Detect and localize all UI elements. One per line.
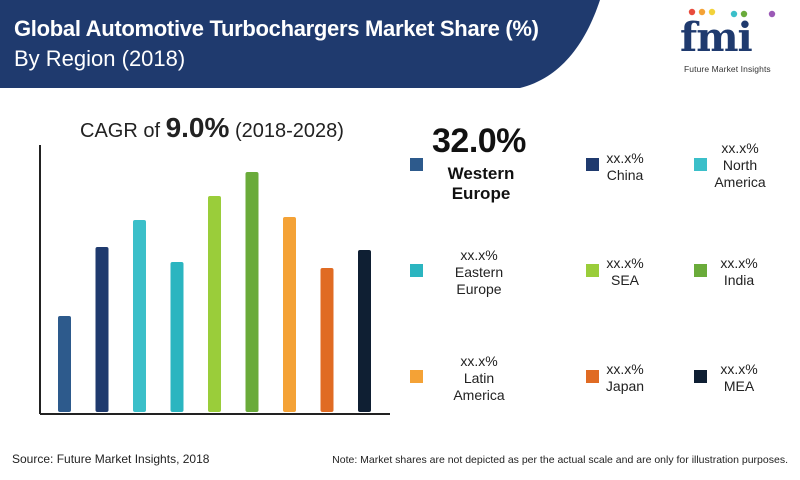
cagr-value: 9.0% <box>165 112 230 143</box>
legend-swatch <box>586 370 599 383</box>
legend-label: India <box>723 272 755 288</box>
legend-value: xx.x% <box>460 353 498 369</box>
bar-eastern-europe <box>170 262 184 412</box>
legend-value: xx.x% <box>606 255 644 271</box>
legend-swatch-western-europe <box>410 158 423 171</box>
chart-subtitle: By Region (2018) <box>14 46 186 71</box>
bar-latin-america <box>283 217 296 412</box>
legend-swatch <box>694 158 707 171</box>
bar-india <box>245 172 259 412</box>
legend-label: China <box>606 167 644 183</box>
highlight-name-line1: Western <box>447 164 515 183</box>
legend-swatch <box>694 264 707 277</box>
legend-label: SEA <box>610 272 639 288</box>
legend-swatch <box>410 370 423 383</box>
cagr-prefix: CAGR of <box>80 120 166 142</box>
legend-swatch <box>410 264 423 277</box>
legend-swatch <box>586 264 599 277</box>
logo-wordmark: fmi <box>680 14 753 61</box>
bars-group <box>58 172 371 412</box>
bar-western-europe <box>58 316 71 412</box>
legend-label-line2: America <box>714 174 766 190</box>
cagr-label: CAGR of 9.0% (2018-2028) <box>80 112 344 144</box>
legend-label: Latin <box>463 370 495 386</box>
legend-value: xx.x% <box>720 361 758 377</box>
source-text: Source: Future Market Insights, 2018 <box>12 452 210 466</box>
legend-label: Eastern <box>454 264 504 280</box>
legend-label: Japan <box>605 378 645 394</box>
legend-label-line2: America <box>453 387 505 403</box>
legend-value: xx.x% <box>721 140 759 156</box>
bar-sea <box>208 196 221 412</box>
legend-value: xx.x% <box>606 150 644 166</box>
chart-title: Global Automotive Turbochargers Market S… <box>14 16 539 41</box>
legend-value: xx.x% <box>720 255 758 271</box>
legend-swatch <box>694 370 707 383</box>
legend-label: North <box>722 157 758 173</box>
header-banner <box>0 0 600 88</box>
bar-japan <box>320 268 334 412</box>
legend-value: xx.x% <box>606 361 644 377</box>
bar-north-america <box>133 220 146 412</box>
legend-label: MEA <box>723 378 755 394</box>
legend-label-line2: Europe <box>456 281 502 297</box>
highlight-name-line2: Europe <box>451 184 511 203</box>
bar-mea <box>358 250 371 412</box>
note-text: Note: Market shares are not depicted as … <box>332 454 788 466</box>
legend-value: xx.x% <box>460 247 498 263</box>
cagr-period: (2018-2028) <box>234 120 344 142</box>
legend-swatch <box>586 158 599 171</box>
bar-china <box>95 247 109 412</box>
fmi-logo <box>688 8 776 18</box>
highlight-value: 32.0% <box>432 122 526 160</box>
logo-subtitle: Future Market Insights <box>684 64 771 74</box>
